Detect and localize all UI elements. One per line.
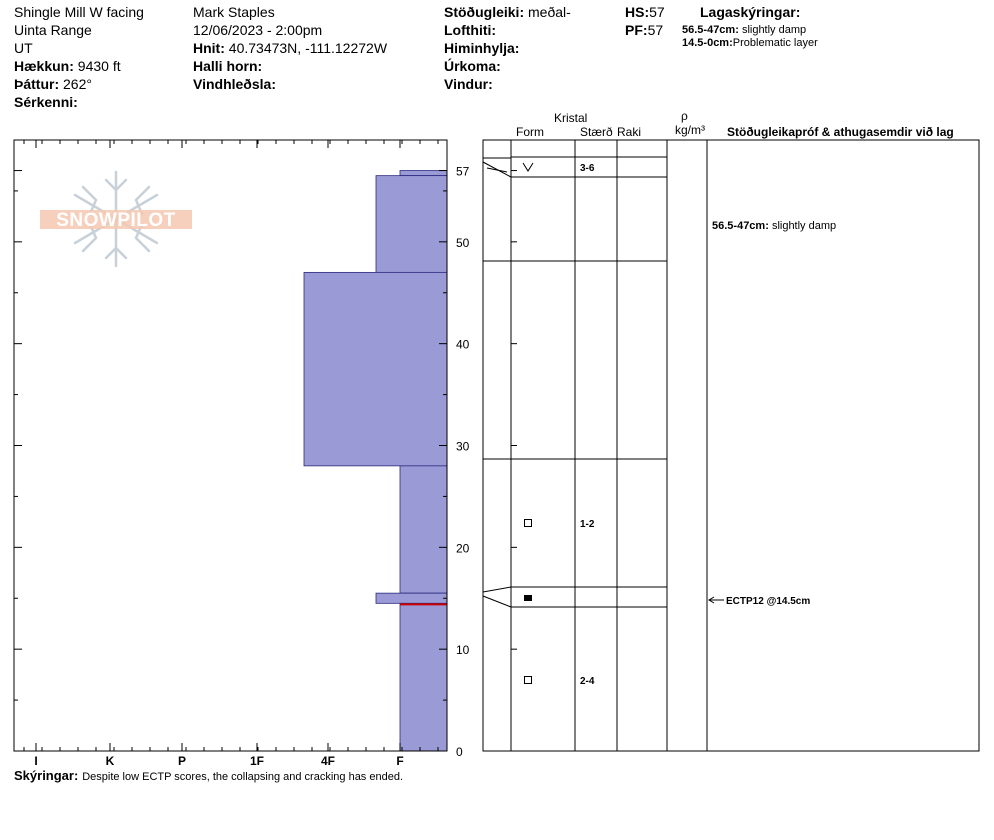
connector-15 <box>482 586 512 593</box>
hs-label: HS: <box>625 4 650 20</box>
hardness-tick-label: I <box>34 754 37 768</box>
header-density-unit: kg/m³ <box>675 123 705 137</box>
connector-13 <box>482 595 512 608</box>
hardness-tick-label: P <box>178 754 186 768</box>
sky-label: Himinhylja: <box>444 40 520 56</box>
stability-value: meðal- <box>528 4 571 20</box>
legend-item-1: 56.5-47cm: slightly damp <box>682 24 806 37</box>
wind-loading-label: Vindhleðsla: <box>193 76 276 92</box>
observer-name: Mark Staples <box>193 4 275 20</box>
header-moisture: Raki <box>617 125 642 139</box>
elevation-label: Hækkun: <box>14 58 74 74</box>
snowpilot-logo: SNOWPILOT <box>40 170 192 268</box>
legend-item-1-text: slightly damp <box>741 24 807 36</box>
depth-tick-label: 57 <box>456 165 470 179</box>
hardness-bar-4 <box>375 592 448 604</box>
aspect-row: Þáttur: 262° <box>14 76 92 92</box>
hardness-bar-0 <box>399 170 448 177</box>
test-result-label: ECTP12 @14.5cm <box>726 596 810 607</box>
hardness-bar-5 <box>399 602 448 752</box>
wind-label: Vindur: <box>444 76 493 92</box>
hardness-bar-2 <box>303 271 448 467</box>
crystal-form-wedge-icon <box>522 162 534 172</box>
notes-label: Skýringar: <box>14 768 79 783</box>
depth-tick-label: 20 <box>456 541 470 555</box>
header-tests: Stöðugleikapróf & athugasemdir við lag <box>727 125 954 139</box>
crystal-size-label: 3-6 <box>580 163 595 174</box>
depth-tick-label: 0 <box>456 745 463 759</box>
aspect-value: 262° <box>63 76 92 92</box>
legend-item-1-range: 56.5-47cm: <box>682 24 739 36</box>
elevation-value: 9430 ft <box>77 58 121 74</box>
legend-item-2-text: Problematic layer <box>732 37 818 49</box>
legend-item-2: 14.5-0cm:Problematic layer <box>682 37 818 50</box>
hardness-axes: 0 10 20 30 40 50 57 I K P 1F 4F F <box>13 139 470 768</box>
notes-row: Skýringar: Despite low ECTP scores, the … <box>14 767 403 785</box>
hardness-bar-3 <box>399 465 448 594</box>
depth-tick-label: 30 <box>456 440 470 454</box>
connector-mark <box>486 167 508 173</box>
header-form: Form <box>516 125 544 139</box>
stability-label: Stöðugleiki: <box>444 4 525 20</box>
hardness-bar-1 <box>375 175 448 273</box>
notes-text: Despite low ECTP scores, the collapsing … <box>82 771 404 783</box>
hardness-tick-label: 1F <box>250 754 264 768</box>
test-arrow-icon <box>708 596 715 604</box>
slope-label: Halli horn: <box>193 58 263 74</box>
layer-table: 3-6 1-2 2-4 56.5-47cm: slightly damp ECTP12 … <box>482 139 980 752</box>
header-rho: ρ <box>681 109 688 123</box>
stability-row: Stöðugleiki: meðal- <box>444 4 571 20</box>
table-frame <box>482 139 980 752</box>
depth-tick-label: 40 <box>456 338 470 352</box>
location-name: Shingle Mill W facing <box>14 4 144 20</box>
elevation-row: Hækkun: 9430 ft <box>14 58 121 74</box>
aspect-label: Þáttur: <box>14 76 60 92</box>
depth-tick-label: 10 <box>456 643 470 657</box>
crystal-form-square-icon <box>524 676 532 684</box>
snowpilot-logo-text: SNOWPILOT <box>56 210 176 231</box>
header-size: Stærð <box>580 125 613 139</box>
hs-row: HS:57 <box>625 4 665 20</box>
legend-title: Lagaskýringar: <box>700 4 801 20</box>
crystal-size-label: 1-2 <box>580 519 595 530</box>
hardness-bars <box>303 170 448 752</box>
pf-value: 57 <box>647 22 664 38</box>
pf-row: PF:57 <box>625 22 663 38</box>
coords-row: Hnit: 40.73473N, -111.12272W <box>193 40 387 56</box>
range-name: Uinta Range <box>14 22 92 38</box>
air-temp-label: Lofthiti: <box>444 22 497 38</box>
crystal-form-square-icon <box>524 519 532 527</box>
hardness-tick-label: 4F <box>321 754 335 768</box>
crystal-size-label: 2-4 <box>580 676 595 687</box>
precip-label: Úrkoma: <box>444 58 501 74</box>
pf-label: PF: <box>625 22 648 38</box>
hardness-tick-label: K <box>106 754 115 768</box>
legend-item-2-range: 14.5-0cm: <box>682 37 733 49</box>
hardness-tick-label: F <box>396 754 403 768</box>
coords-label: Hnit: <box>193 40 225 56</box>
date-time: 12/06/2023 - 2:00pm <box>193 22 323 38</box>
coords-value: 40.73473N, -111.12272W <box>228 40 388 56</box>
header-crystal: Kristal <box>554 111 588 125</box>
features-label: Sérkenni: <box>14 94 78 110</box>
hs-value: 57 <box>649 4 665 20</box>
layer-comment: 56.5-47cm: slightly damp <box>712 220 836 232</box>
depth-tick-label: 50 <box>456 236 470 250</box>
state-name: UT <box>14 40 33 56</box>
crystal-form-filled-square-icon <box>524 595 532 601</box>
